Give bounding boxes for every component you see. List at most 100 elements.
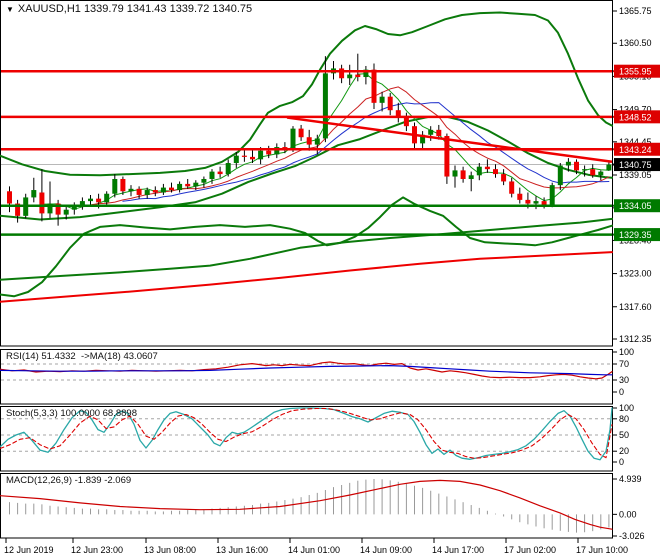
candle-body <box>371 69 377 103</box>
candle-body <box>509 181 515 194</box>
candles-layer <box>7 53 612 226</box>
candle-body <box>574 161 579 171</box>
rsi-panel[interactable] <box>0 349 613 405</box>
candle-body <box>55 203 61 215</box>
candle-body <box>606 164 612 171</box>
candle-body <box>290 128 296 150</box>
stoch-panel[interactable] <box>0 406 613 472</box>
candle-body <box>104 193 110 203</box>
candle-body <box>484 166 490 170</box>
time-axis-label: 14 Jun 09:00 <box>360 545 412 555</box>
axis-tick-label: 20 <box>619 446 629 456</box>
candle-body <box>31 190 37 198</box>
candle-body <box>47 203 53 214</box>
axis-tick-label: 0 <box>619 457 624 467</box>
badge-background <box>614 142 660 156</box>
axis-tick-label: 1339.05 <box>619 170 652 180</box>
candle-body <box>79 201 85 205</box>
candle-body <box>387 96 393 111</box>
candle-body <box>274 147 280 155</box>
candle-body <box>193 182 199 187</box>
candle-body <box>395 110 401 118</box>
candle-body <box>339 68 345 79</box>
axis-tick-label: 50 <box>619 430 629 440</box>
candle-body <box>403 117 409 127</box>
macd-panel[interactable] <box>0 473 613 539</box>
candle-body <box>250 156 255 160</box>
candle-body <box>598 171 604 176</box>
time-axis-label: 17 Jun 10:00 <box>576 545 628 555</box>
candle-body <box>225 163 231 175</box>
price-level-badge: 1340.75 <box>613 158 660 172</box>
axis-tick-label: 1348.52 <box>619 112 652 122</box>
candle-body <box>322 73 328 139</box>
badge-background <box>614 64 660 78</box>
time-axis-label: 14 Jun 17:00 <box>432 545 484 555</box>
candle-body <box>428 129 434 135</box>
candle-body <box>169 187 174 191</box>
candle-body <box>517 193 523 200</box>
rsi-ma-line <box>0 365 613 376</box>
candle-body <box>582 169 588 171</box>
axis-tick-label: 1334.05 <box>619 201 652 211</box>
stoch-main-line <box>0 407 613 461</box>
candle-body <box>298 128 304 138</box>
time-axis-label: 12 Jun 23:00 <box>71 545 123 555</box>
time-axis-label: 17 Jun 02:00 <box>504 545 556 555</box>
axis-tick-label: 1323.00 <box>619 269 652 279</box>
candle-body <box>217 171 223 175</box>
candle-body <box>112 178 118 194</box>
candle-body <box>525 199 531 204</box>
descending-trendline[interactable] <box>286 116 613 164</box>
axis-tick-label: 1343.24 <box>619 145 652 155</box>
candle-body <box>88 198 93 202</box>
axis-tick-label: 1312.35 <box>619 334 652 344</box>
axis-tick-label: 1365.75 <box>619 6 652 16</box>
candle-body <box>241 155 247 157</box>
candle-body <box>177 183 183 191</box>
candle-body <box>15 203 21 216</box>
candle-body <box>565 161 571 166</box>
candle-body <box>314 138 320 145</box>
candle-body <box>541 201 547 205</box>
time-axis[interactable]: 12 Jun 2019 12 Jun 23:00 13 Jun 08:00 13 Ju… <box>4 538 628 556</box>
macd-signal-line <box>0 479 613 530</box>
main-panel[interactable] <box>0 0 613 347</box>
candle-body <box>258 150 264 160</box>
axis-tick-label: -3.026 <box>619 531 645 541</box>
candle-body <box>444 135 450 177</box>
candle-body <box>306 137 312 145</box>
candle-body <box>533 201 539 204</box>
candle-body <box>266 150 272 155</box>
axis-tick-label: 1349.70 <box>619 105 652 115</box>
long-ma-red-line <box>0 251 613 303</box>
main-price-panel <box>0 11 613 303</box>
symbol-dropdown-icon[interactable]: ▼ <box>6 4 14 14</box>
axis-tick-label: 1329.35 <box>619 230 652 240</box>
candle-body <box>39 192 45 214</box>
candle-body <box>201 178 207 183</box>
axis-tick-label: 100 <box>619 347 634 357</box>
candle-body <box>7 191 12 204</box>
price-axis[interactable]: 1365.751360.501355.101349.701344.451339.… <box>613 6 660 541</box>
badge-background <box>614 158 660 172</box>
axis-tick-label: 1355.95 <box>619 67 652 77</box>
candle-body <box>136 188 142 195</box>
candle-body <box>363 69 369 78</box>
candle-body <box>144 190 150 195</box>
time-axis-label: 13 Jun 16:00 <box>216 545 268 555</box>
axis-tick-label: 30 <box>619 375 629 385</box>
badge-background <box>614 110 660 124</box>
price-level-badge: 1343.24 <box>613 142 660 156</box>
axis-tick-label: 1340.75 <box>619 160 652 170</box>
time-axis-label: 14 Jun 01:00 <box>288 545 340 555</box>
candle-body <box>160 187 166 193</box>
axis-tick-label: 1344.45 <box>619 137 652 147</box>
long-ma-green-line <box>0 217 613 281</box>
candle-body <box>347 74 353 79</box>
axis-tick-label: 1360.50 <box>619 38 652 48</box>
candle-body <box>557 165 563 186</box>
candle-body <box>120 178 126 192</box>
axis-tick-label: 70 <box>619 359 629 369</box>
